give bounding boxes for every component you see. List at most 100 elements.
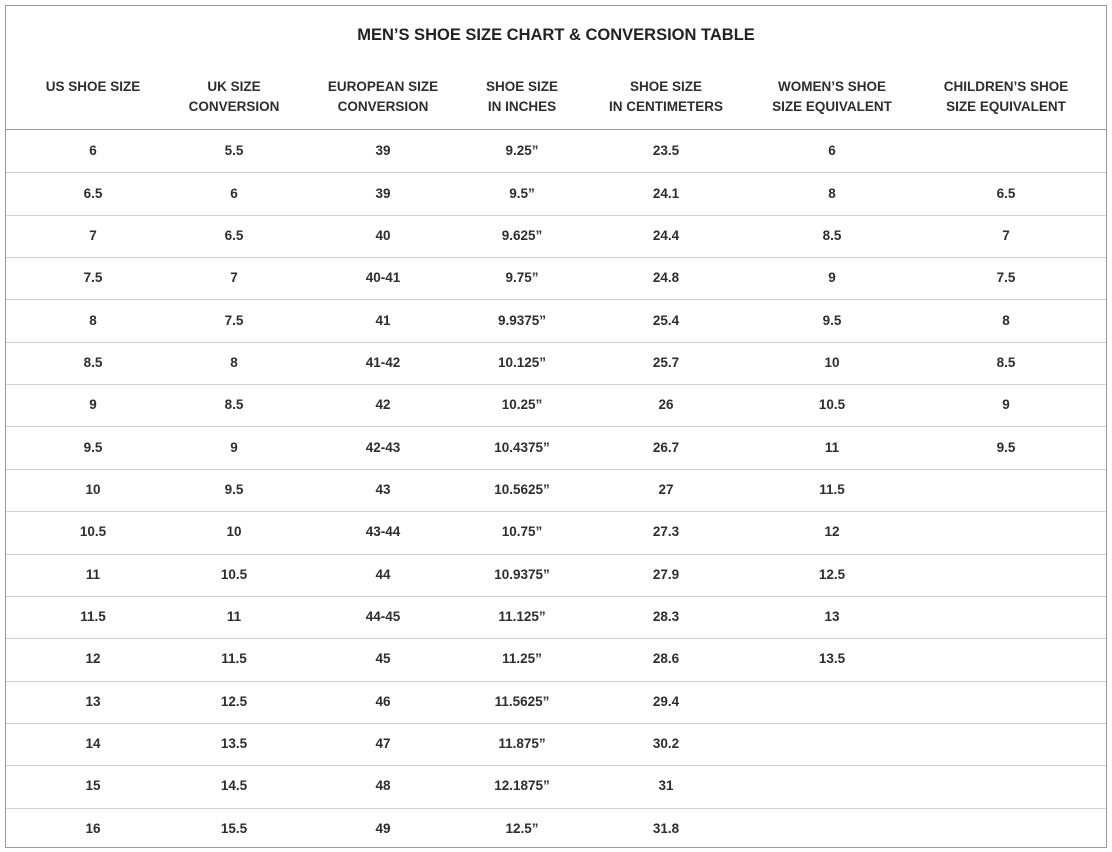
table-cell: 40 <box>375 228 391 243</box>
column-header: CHILDREN’S SHOE <box>943 79 1069 94</box>
table-cell: 9.5 <box>822 313 842 328</box>
table-cell: 14 <box>85 736 101 751</box>
table-cell: 13 <box>824 609 840 624</box>
table-cell: 11 <box>85 567 101 582</box>
table-cell: 8.5 <box>996 355 1016 370</box>
table-cell: 10.25” <box>501 397 543 412</box>
table-cell: 8.5 <box>83 355 103 370</box>
row-rule <box>6 808 1106 809</box>
row-rule <box>6 342 1106 343</box>
table-cell: 48 <box>375 778 391 793</box>
table-cell: 6 <box>89 143 97 158</box>
row-rule <box>6 511 1106 512</box>
table-cell: 6.5 <box>996 186 1016 201</box>
table-cell: 11 <box>226 609 242 624</box>
table-cell: 10.9375” <box>494 567 550 582</box>
table-cell: 9.5 <box>83 440 103 455</box>
table-cell: 11.25” <box>502 651 542 666</box>
column-header: IN CENTIMETERS <box>608 99 723 114</box>
column-header: SHOE SIZE <box>485 79 558 94</box>
table-cell: 7 <box>89 228 97 243</box>
table-cell: 12.5” <box>505 821 539 836</box>
table-cell: 16 <box>85 821 101 836</box>
table-cell: 42-43 <box>365 440 401 455</box>
table-cell: 14.5 <box>220 778 248 793</box>
table-cell: 43 <box>375 482 391 497</box>
table-cell: 30.2 <box>652 736 680 751</box>
table-cell: 9 <box>230 440 238 455</box>
table-cell: 12.5 <box>818 567 846 582</box>
table-cell: 6.5 <box>224 228 244 243</box>
column-header: CONVERSION <box>337 99 429 114</box>
table-cell: 11.5 <box>80 609 106 624</box>
table-cell: 31 <box>658 778 674 793</box>
column-header: SIZE EQUIVALENT <box>946 99 1066 114</box>
table-cell: 11.875” <box>498 736 546 751</box>
table-cell: 10.5 <box>220 567 248 582</box>
table-cell: 9 <box>89 397 97 412</box>
column-header: US SHOE SIZE <box>45 79 141 94</box>
table-cell: 11.5625” <box>494 694 550 709</box>
table-cell: 8.5 <box>822 228 842 243</box>
table-cell: 7.5 <box>83 270 103 285</box>
row-rule <box>6 299 1106 300</box>
table-cell: 6 <box>230 186 238 201</box>
table-cell: 24.1 <box>652 186 680 201</box>
row-rule <box>6 215 1106 216</box>
table-cell: 11.125” <box>498 609 546 624</box>
column-header: UK SIZE <box>207 79 261 94</box>
column-header: IN INCHES <box>487 99 557 114</box>
row-rule <box>6 681 1106 682</box>
table-cell: 5.5 <box>224 143 244 158</box>
row-rule <box>6 765 1106 766</box>
row-rule <box>6 638 1106 639</box>
table-cell: 24.8 <box>652 270 680 285</box>
table-cell: 28.6 <box>652 651 680 666</box>
table-cell: 10.4375” <box>494 440 550 455</box>
table-cell: 12 <box>824 524 840 539</box>
row-rule <box>6 469 1106 470</box>
table-cell: 11.5 <box>221 651 247 666</box>
row-rule <box>6 426 1106 427</box>
table-cell: 12.5 <box>220 694 248 709</box>
table-cell: 43-44 <box>365 524 401 539</box>
table-cell: 10.5625” <box>494 482 550 497</box>
table-cell: 27.3 <box>652 524 680 539</box>
column-header: CONVERSION <box>188 99 280 114</box>
size-table: MEN’S SHOE SIZE CHART & CONVERSION TABLE… <box>5 5 1107 848</box>
table-cell: 10.125” <box>497 355 547 370</box>
table-cell: 15 <box>85 778 101 793</box>
table-cell: 12 <box>85 651 101 666</box>
table-cell: 11.5 <box>819 482 845 497</box>
table-cell: 11 <box>824 440 840 455</box>
table-cell: 15.5 <box>220 821 248 836</box>
table-cell: 9.9375” <box>497 313 547 328</box>
column-header: SIZE EQUIVALENT <box>772 99 892 114</box>
table-cell: 41-42 <box>365 355 401 370</box>
table-cell: 27 <box>658 482 674 497</box>
column-header: EUROPEAN SIZE <box>327 79 439 94</box>
table-cell: 25.4 <box>652 313 680 328</box>
table-cell: 39 <box>375 186 391 201</box>
table-cell: 25.7 <box>652 355 680 370</box>
table-cell: 9.75” <box>505 270 539 285</box>
table-cell: 7.5 <box>224 313 244 328</box>
row-rule <box>6 723 1106 724</box>
header-rule <box>6 129 1106 130</box>
table-cell: 7 <box>230 270 238 285</box>
table-cell: 9.5 <box>996 440 1016 455</box>
table-cell: 10 <box>85 482 101 497</box>
table-cell: 9 <box>1002 397 1010 412</box>
table-cell: 8 <box>89 313 97 328</box>
table-cell: 49 <box>375 821 391 836</box>
table-cell: 9.25” <box>505 143 539 158</box>
table-title: MEN’S SHOE SIZE CHART & CONVERSION TABLE <box>357 26 755 44</box>
table-cell: 26.7 <box>652 440 680 455</box>
table-cell: 28.3 <box>652 609 680 624</box>
table-cell: 7.5 <box>996 270 1016 285</box>
table-cell: 8 <box>1002 313 1010 328</box>
table-cell: 12.1875” <box>494 778 550 793</box>
table-cell: 31.8 <box>652 821 680 836</box>
table-cell: 9.5” <box>509 186 535 201</box>
